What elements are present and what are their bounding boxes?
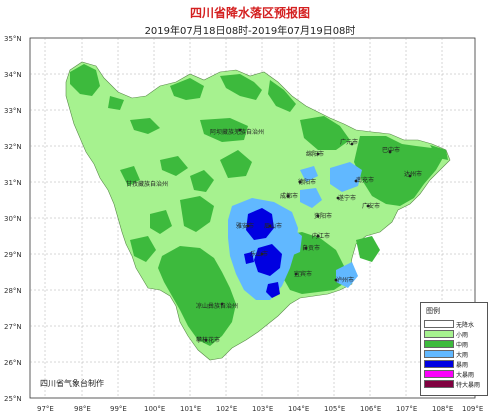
legend-swatch [424, 350, 454, 358]
lon-tick-label: 99°E [110, 405, 127, 413]
map-legend: 图例 无降水 小雨 中雨 大雨 暴雨 大暴雨 特大暴雨 [420, 302, 488, 396]
lon-tick-label: 105°E [324, 405, 345, 413]
map-title: 四川省降水落区预报图 [189, 6, 310, 20]
legend-label: 无降水 [456, 321, 475, 329]
city-label: 阿坝藏族羌族自治州 [210, 128, 264, 136]
lat-tick-label: 30°N [4, 215, 22, 223]
legend-swatch [424, 320, 454, 328]
lat-tick-label: 29°N [4, 251, 22, 259]
city-label: 雅安市 [236, 222, 254, 230]
rainstorm-areas [244, 208, 282, 298]
legend-swatch [424, 380, 454, 388]
city-label: 南充市 [356, 176, 374, 184]
legend-title: 图例 [426, 307, 440, 315]
legend-swatch [424, 330, 454, 338]
legend-swatch [424, 360, 454, 368]
lon-tick-label: 97°E [37, 405, 54, 413]
legend-item: 大雨 [424, 349, 484, 359]
city-label: 乐山市 [250, 250, 268, 258]
lon-tick-label: 106°E [360, 405, 381, 413]
legend-swatch [424, 370, 454, 378]
lon-tick-label: 98°E [74, 405, 91, 413]
city-label: 自贡市 [302, 244, 320, 252]
city-label: 凉山彝族自治州 [196, 302, 238, 310]
city-label: 攀枝花市 [196, 336, 220, 344]
lat-tick-label: 33°N [4, 107, 22, 115]
map-subtitle: 2019年07月18日08时-2019年07月19日08时 [144, 26, 356, 37]
legend-item: 无降水 [424, 319, 484, 329]
legend-label: 大暴雨 [456, 371, 475, 379]
city-label: 巴中市 [382, 146, 400, 154]
lat-tick-label: 34°N [4, 71, 22, 79]
latitude-axis: 35°N 34°N 33°N 32°N 31°N 30°N 29°N 28°N … [4, 35, 22, 403]
lat-tick-label: 31°N [4, 179, 22, 187]
city-label: 眉山市 [264, 222, 282, 230]
lon-tick-label: 102°E [216, 405, 237, 413]
city-label: 遂宁市 [338, 194, 356, 202]
legend-swatch [424, 340, 454, 348]
lon-tick-label: 107°E [396, 405, 417, 413]
longitude-axis: 97°E 98°E 99°E 100°E 101°E 102°E 103°E 1… [37, 405, 483, 413]
city-label: 宜宾市 [294, 270, 312, 278]
city-labels: 广元市 巴中市 阿坝藏族羌族自治州 绵阳市 南充市 达州市 甘孜藏族自治州 德阳… [126, 128, 422, 344]
legend-label: 特大暴雨 [456, 381, 481, 389]
legend-item: 暴雨 [424, 359, 484, 369]
legend-label: 暴雨 [456, 361, 469, 369]
city-label: 内江市 [312, 232, 330, 240]
legend-item: 中雨 [424, 339, 484, 349]
city-label: 成都市 [280, 192, 298, 200]
lat-tick-label: 25°N [4, 395, 22, 403]
lon-tick-label: 100°E [144, 405, 165, 413]
lon-tick-label: 103°E [252, 405, 273, 413]
city-label: 资阳市 [314, 212, 332, 220]
lon-tick-label: 109°E [462, 405, 483, 413]
lon-tick-label: 101°E [180, 405, 201, 413]
legend-label: 大雨 [456, 351, 469, 359]
legend-item: 特大暴雨 [424, 379, 484, 389]
city-label: 广安市 [362, 202, 380, 210]
lat-tick-label: 26°N [4, 359, 22, 367]
lon-tick-label: 104°E [288, 405, 309, 413]
city-label: 达州市 [404, 170, 422, 178]
credit-text: 四川省气象台制作 [40, 379, 104, 388]
lon-tick-label: 108°E [432, 405, 453, 413]
city-label: 绵阳市 [306, 150, 324, 158]
lat-tick-label: 32°N [4, 143, 22, 151]
lat-tick-label: 28°N [4, 287, 22, 295]
city-label: 德阳市 [298, 178, 316, 186]
moderate-rain-areas [70, 64, 448, 346]
legend-label: 中雨 [456, 341, 469, 349]
city-label: 甘孜藏族自治州 [126, 180, 168, 188]
city-label: 广元市 [340, 138, 358, 146]
lat-tick-label: 27°N [4, 323, 22, 331]
legend-item: 大暴雨 [424, 369, 484, 379]
legend-label: 小雨 [456, 331, 469, 339]
lat-tick-label: 35°N [4, 35, 22, 43]
city-label: 泸州市 [336, 276, 354, 284]
legend-item: 小雨 [424, 329, 484, 339]
